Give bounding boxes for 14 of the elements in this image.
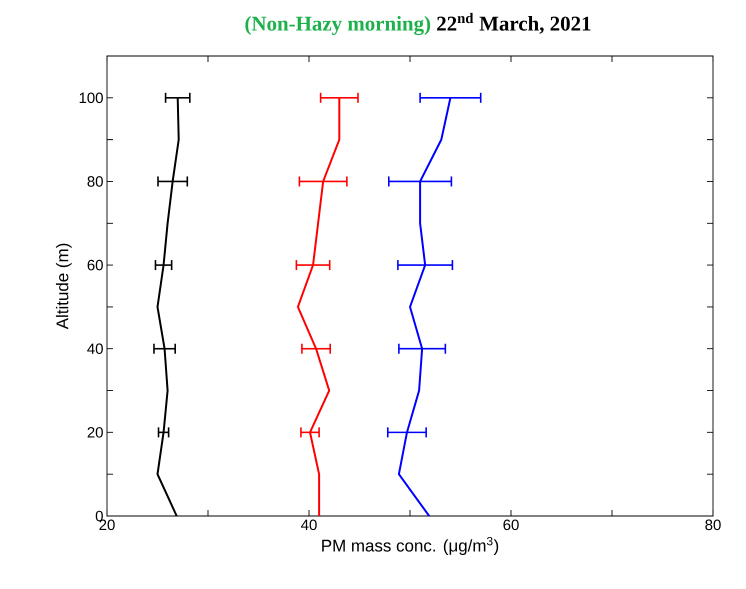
x-tick-label: 60 [503, 520, 519, 530]
y-tick-label: 40 [87, 343, 103, 354]
y-tick-label: 100 [80, 92, 103, 104]
y-tick-label: 80 [88, 176, 103, 187]
y-tick-label: 0 [96, 510, 103, 522]
y-tick-label: 20 [88, 427, 103, 438]
x-axis-title: PM mass conc. (μg/m$^{3}$) [322, 536, 498, 555]
x-tick-label: 40 [301, 520, 317, 530]
x-tick-label: 20 [99, 520, 115, 530]
chart-subtitle: 22$^{nd}$ March, 2021 [437, 12, 590, 34]
chart-title: (Non-Hazy morning) [245, 16, 430, 36]
y-tick-label: 60 [88, 260, 103, 270]
y-axis-title: Altitude (m) [56, 244, 72, 330]
x-tick-label: 80 [705, 520, 721, 530]
